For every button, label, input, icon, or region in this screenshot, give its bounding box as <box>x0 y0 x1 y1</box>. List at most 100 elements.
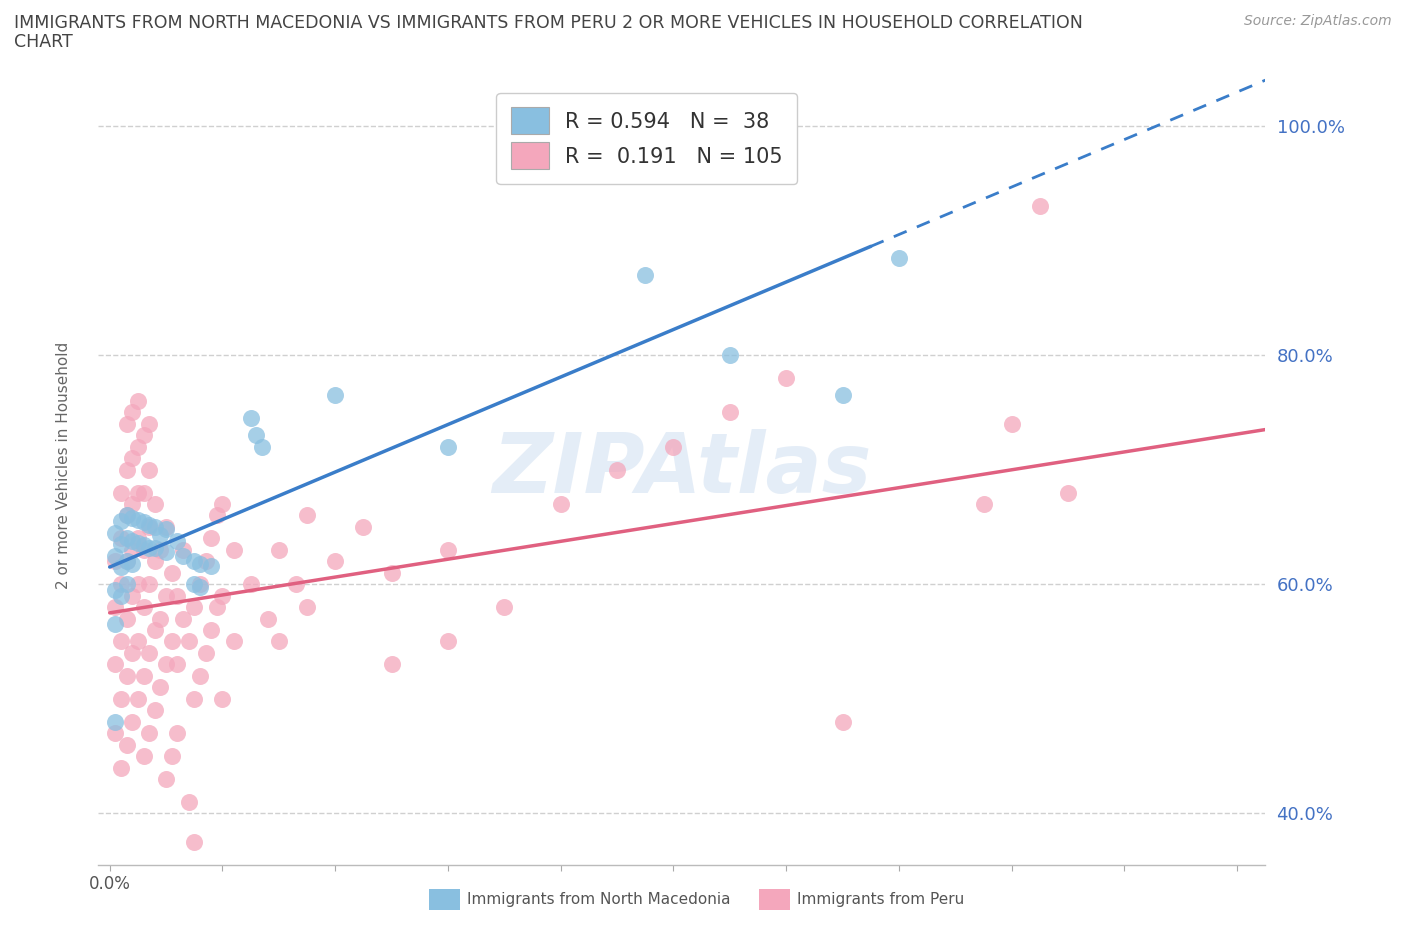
Point <box>166 533 188 548</box>
Text: Immigrants from North Macedonia: Immigrants from North Macedonia <box>467 892 730 907</box>
Point <box>239 411 262 426</box>
Point <box>143 554 166 569</box>
Point <box>245 428 267 443</box>
Point <box>381 657 404 671</box>
Point <box>127 536 149 551</box>
Point <box>352 520 374 535</box>
Point <box>831 388 853 403</box>
Point <box>121 451 143 466</box>
Text: 2 or more Vehicles in Household: 2 or more Vehicles in Household <box>56 341 70 589</box>
Point <box>1057 485 1080 500</box>
Point <box>295 600 318 615</box>
Point <box>149 611 172 626</box>
Point <box>222 542 245 557</box>
Point <box>323 388 346 403</box>
Point <box>183 691 205 706</box>
Point <box>606 462 628 477</box>
Point <box>138 417 160 432</box>
Point <box>121 542 143 557</box>
Text: Source: ZipAtlas.com: Source: ZipAtlas.com <box>1244 14 1392 28</box>
Point <box>437 439 460 454</box>
Point <box>110 485 132 500</box>
Point <box>267 634 290 649</box>
Point <box>132 669 155 684</box>
Point <box>205 508 228 523</box>
Point <box>155 589 177 604</box>
Point <box>1001 417 1024 432</box>
Point <box>267 542 290 557</box>
Point <box>149 542 172 557</box>
Point <box>110 691 132 706</box>
Point <box>132 428 155 443</box>
Point <box>121 556 143 571</box>
Point <box>172 611 194 626</box>
Point <box>127 393 149 408</box>
Point <box>115 508 138 523</box>
Point <box>183 834 205 849</box>
Point <box>634 268 657 283</box>
Point <box>831 714 853 729</box>
Point <box>127 691 149 706</box>
Point <box>211 691 233 706</box>
Point <box>104 657 127 671</box>
Text: ZIPAtlas: ZIPAtlas <box>492 429 872 511</box>
Point <box>110 634 132 649</box>
Point <box>115 554 138 569</box>
Point <box>115 669 138 684</box>
Point <box>323 554 346 569</box>
Point <box>115 611 138 626</box>
Point <box>718 348 741 363</box>
Point <box>250 439 273 454</box>
Point <box>143 540 166 555</box>
Point <box>239 577 262 591</box>
Text: IMMIGRANTS FROM NORTH MACEDONIA VS IMMIGRANTS FROM PERU 2 OR MORE VEHICLES IN HO: IMMIGRANTS FROM NORTH MACEDONIA VS IMMIG… <box>14 14 1083 32</box>
Point <box>110 513 132 528</box>
Point <box>887 250 910 265</box>
Point <box>132 485 155 500</box>
Point <box>127 531 149 546</box>
Point <box>138 462 160 477</box>
Point <box>177 794 200 809</box>
Point <box>132 538 155 552</box>
Point <box>160 634 183 649</box>
Point <box>110 577 132 591</box>
Point <box>143 622 166 637</box>
Point <box>138 577 160 591</box>
Point <box>132 515 155 530</box>
Point <box>200 531 222 546</box>
Point <box>1029 199 1052 214</box>
Point <box>104 525 127 540</box>
Point <box>222 634 245 649</box>
Point <box>121 533 143 548</box>
Point <box>437 634 460 649</box>
Point <box>166 589 188 604</box>
Point <box>121 405 143 419</box>
Point <box>132 542 155 557</box>
Point <box>115 508 138 523</box>
Point <box>284 577 307 591</box>
Point <box>104 582 127 597</box>
Point <box>115 577 138 591</box>
Point <box>295 508 318 523</box>
Point <box>138 517 160 532</box>
Point <box>138 645 160 660</box>
Point <box>550 497 572 512</box>
Point <box>381 565 404 580</box>
Point <box>155 520 177 535</box>
Point <box>104 548 127 563</box>
Point <box>200 558 222 573</box>
Point <box>172 548 194 563</box>
Point <box>973 497 995 512</box>
Point <box>256 611 278 626</box>
Point <box>121 511 143 525</box>
Point <box>132 749 155 764</box>
Point <box>166 725 188 740</box>
Point <box>115 737 138 752</box>
Point <box>127 634 149 649</box>
Point <box>211 497 233 512</box>
Point <box>115 554 138 569</box>
Point <box>121 714 143 729</box>
Point <box>155 657 177 671</box>
Text: Immigrants from Peru: Immigrants from Peru <box>797 892 965 907</box>
Point <box>188 577 211 591</box>
